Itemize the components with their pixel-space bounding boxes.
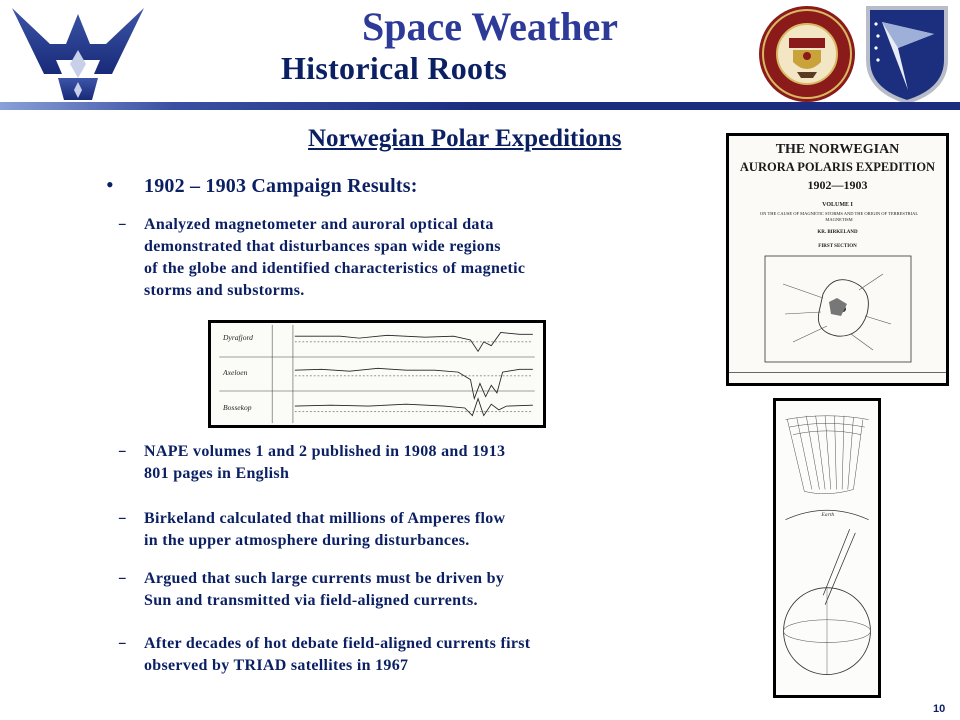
cover-author: KR. BIRKELAND xyxy=(817,230,858,235)
subitem-triad: After decades of hot debate field-aligne… xyxy=(144,633,644,677)
page-subtitle: Historical Roots xyxy=(280,50,508,86)
cover-section: FIRST SECTION xyxy=(818,244,857,249)
subitem-line: Birkeland calculated that millions of Am… xyxy=(144,510,506,527)
air-force-logo xyxy=(12,8,144,100)
subitem-line: observed by TRIAD satellites in 1967 xyxy=(144,657,409,674)
subitem-line: 801 pages in English xyxy=(144,465,290,482)
cover-footer-rule xyxy=(729,372,946,373)
cover-years: 1902—1903 xyxy=(807,178,868,192)
subitem-line: storms and substorms. xyxy=(144,282,305,299)
station-label: Bossekop xyxy=(223,403,252,412)
dash-marker: – xyxy=(118,214,127,234)
cover-map-illustration xyxy=(764,255,912,363)
afrl-shield-logo xyxy=(866,6,948,105)
page-title: Space Weather xyxy=(362,4,618,49)
header-divider xyxy=(0,102,960,110)
cover-subtitle: ON THE CAUSE OF MAGNETIC STORMS AND THE … xyxy=(759,211,919,222)
subitem-line: demonstrated that disturbances span wide… xyxy=(144,238,501,255)
page-number: 10 xyxy=(933,703,946,715)
expedition-book-cover: THE NORWEGIAN AURORA POLARIS EXPEDITION … xyxy=(726,133,949,386)
boston-college-seal xyxy=(759,6,855,102)
subitem-birkeland-currents: Birkeland calculated that millions of Am… xyxy=(144,508,644,552)
subitem-line: After decades of hot debate field-aligne… xyxy=(144,635,531,652)
subitem-line: NAPE volumes 1 and 2 published in 1908 a… xyxy=(144,443,506,460)
subitem-field-aligned: Argued that such large currents must be … xyxy=(144,568,644,612)
subitem-line: in the upper atmosphere during disturban… xyxy=(144,532,470,549)
cover-title-line1: THE NORWEGIAN xyxy=(775,142,900,157)
terrella-label: Earth xyxy=(820,512,834,518)
station-label: Axeloen xyxy=(222,368,248,377)
dash-marker: – xyxy=(118,441,127,461)
section-heading: Norwegian Polar Expeditions xyxy=(308,125,622,152)
magnetogram-figure: Dyrafjord Axeloen Bossekop xyxy=(208,320,546,428)
subitem-line: Analyzed magnetometer and auroral optica… xyxy=(144,216,494,233)
terrella-drawing: Earth xyxy=(773,398,881,698)
subitem-line: Argued that such large currents must be … xyxy=(144,570,505,587)
station-label: Dyrafjord xyxy=(222,333,253,342)
subitem-line: Sun and transmitted via field-aligned cu… xyxy=(144,592,478,609)
subitem-line: of the globe and identified characterist… xyxy=(144,260,526,277)
dash-marker: – xyxy=(118,508,127,528)
dash-marker: – xyxy=(118,568,127,588)
dash-marker: – xyxy=(118,633,127,653)
subitem-analysis: Analyzed magnetometer and auroral optica… xyxy=(144,214,644,302)
subitem-nape-volumes: NAPE volumes 1 and 2 published in 1908 a… xyxy=(144,441,644,485)
bullet-marker: • xyxy=(106,172,114,197)
cover-volume: VOLUME I xyxy=(822,202,853,208)
cover-title-line2: AURORA POLARIS EXPEDITION xyxy=(739,160,936,174)
bullet-campaign-results: 1902 – 1903 Campaign Results: xyxy=(144,175,418,197)
